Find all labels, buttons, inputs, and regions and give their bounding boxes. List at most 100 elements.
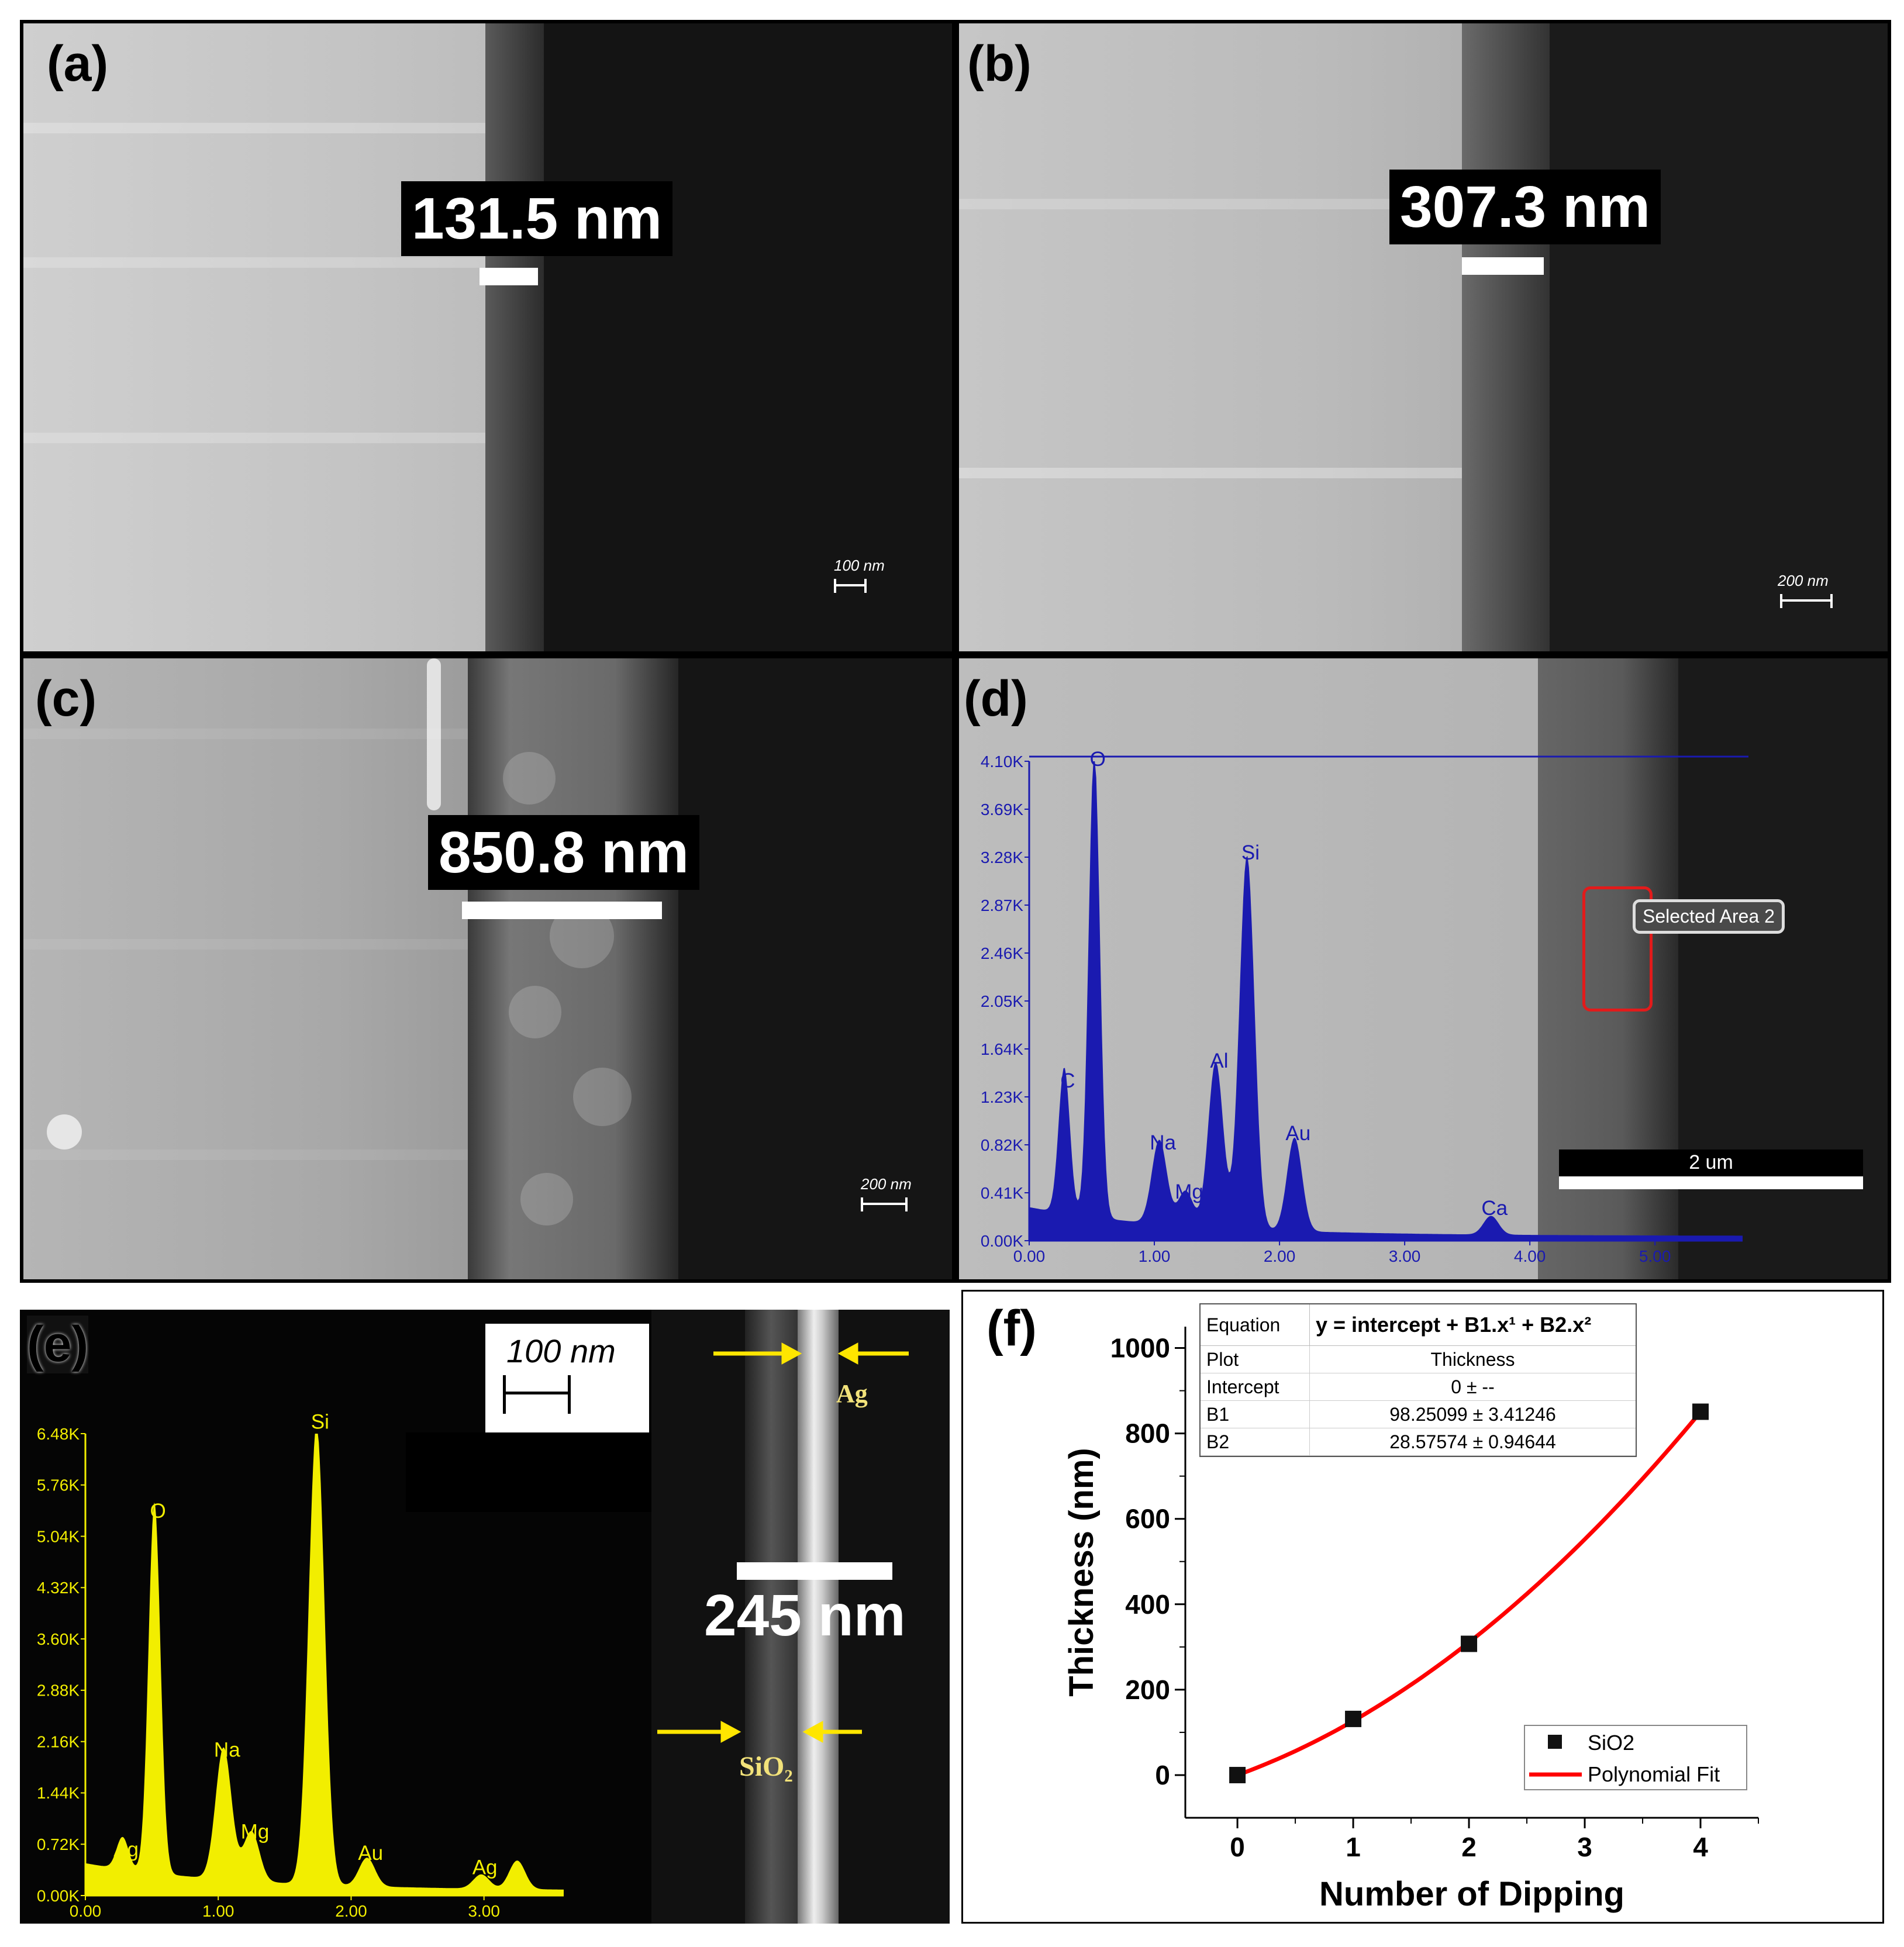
fit-line bbox=[1236, 1410, 1702, 1777]
scale-bar bbox=[834, 579, 867, 593]
eds-y-tick-label: 0.82K bbox=[981, 1136, 1023, 1154]
panel-d: 4.10K 3.69K 3.28K 2.87K 2.46K 2.05K 1.64K 1.23K… bbox=[956, 655, 1891, 1283]
eds-spectrum-area bbox=[85, 1434, 564, 1896]
eds-x-tick-label: 2.00 bbox=[1264, 1247, 1296, 1265]
eds-spectrum-area bbox=[1029, 761, 1743, 1241]
thickness-label: 245 nm bbox=[704, 1583, 906, 1648]
selected-area-label: Selected Area 2 bbox=[1633, 899, 1785, 934]
scale-label: 100 nm bbox=[506, 1332, 616, 1369]
fit-table-param: Intercept bbox=[1206, 1376, 1279, 1397]
thickness-label: 131.5 nm bbox=[401, 181, 673, 256]
coating-layer bbox=[1462, 23, 1550, 651]
eds-y-tick-label: 3.69K bbox=[981, 800, 1023, 819]
black-box bbox=[406, 1432, 651, 1512]
panel-f: 0 200 400 600 800 1000 0 1 2 3 4 Number of Dipping T… bbox=[961, 1290, 1884, 1924]
eds-y-tick-label: 1.64K bbox=[981, 1040, 1023, 1058]
x-tick-label: 0 bbox=[1230, 1832, 1245, 1862]
texture-stripe bbox=[23, 1149, 468, 1160]
fit-table-row: Plot Thickness bbox=[1201, 1346, 1636, 1373]
eds-peak-label: Na bbox=[214, 1738, 240, 1761]
panel-label: (b) bbox=[967, 36, 1032, 92]
panel-b: (b) 307.3 nm 200 nm bbox=[956, 20, 1891, 655]
eds-peak-label: Si bbox=[311, 1411, 329, 1434]
fit-table-param: B2 bbox=[1206, 1431, 1230, 1452]
x-tick-label: 3 bbox=[1577, 1832, 1592, 1862]
thickness-bar bbox=[480, 268, 538, 285]
particle bbox=[503, 752, 556, 805]
eds-y-tick-label: 5.76K bbox=[37, 1476, 80, 1494]
panel-a: (a) 131.5 nm 100 nm bbox=[20, 20, 956, 655]
eds-peak-label: Au bbox=[358, 1842, 383, 1865]
texture-stripe bbox=[23, 729, 468, 739]
thickness-bar bbox=[737, 1562, 892, 1580]
x-tick-label: 1 bbox=[1346, 1832, 1361, 1862]
fit-table-row: B2 28.57574 ± 0.94644 bbox=[1201, 1428, 1636, 1456]
substrate-region bbox=[23, 658, 468, 1279]
silica-layer bbox=[745, 1310, 798, 1924]
y-axis-label: Thickness (nm) bbox=[1063, 1448, 1101, 1696]
scale-label: 100 nm bbox=[834, 557, 885, 574]
silver-layer bbox=[798, 1310, 839, 1924]
bright-edge bbox=[427, 658, 441, 810]
panel-label: (a) bbox=[47, 36, 109, 92]
eds-spectrum-d: 4.10K 3.69K 3.28K 2.87K 2.46K 2.05K 1.64K 1.23K… bbox=[981, 748, 1748, 1265]
y-tick-label: 600 bbox=[1125, 1504, 1170, 1534]
eds-spectrum-e: 6.48K 5.76K 5.04K 4.32K 3.60K 2.88K 2.16K 1.44K… bbox=[37, 1411, 564, 1920]
fit-table-param: B1 bbox=[1206, 1403, 1230, 1425]
data-point bbox=[1345, 1710, 1362, 1727]
legend-marker-sio2 bbox=[1548, 1735, 1562, 1749]
substrate-region bbox=[959, 23, 1462, 651]
eds-y-tick-label: 0.00K bbox=[37, 1887, 80, 1905]
fit-table-value: 98.25099 ± 3.41246 bbox=[1309, 1401, 1636, 1428]
eds-peak-label: Ag bbox=[113, 1838, 139, 1861]
eds-x-tick-label: 0.00 bbox=[1013, 1247, 1046, 1265]
particle-bright bbox=[47, 1114, 82, 1149]
scale-bar bbox=[861, 1197, 908, 1211]
x-axis-label: Number of Dipping bbox=[1319, 1875, 1624, 1913]
sio2-layer-label: SiO₂ bbox=[739, 1751, 793, 1782]
particle bbox=[509, 986, 561, 1038]
scale-bar bbox=[1559, 1176, 1863, 1189]
fit-table-value: Thickness bbox=[1309, 1346, 1636, 1373]
y-tick-label: 0 bbox=[1155, 1760, 1170, 1790]
eds-x-tick-label: 4.00 bbox=[1514, 1247, 1546, 1265]
eds-peak-label: Ca bbox=[1481, 1197, 1508, 1220]
eds-y-tick-label: 2.46K bbox=[981, 944, 1023, 962]
eds-peak-label: O bbox=[1090, 748, 1106, 771]
selected-area-box bbox=[1582, 886, 1653, 1012]
texture-stripe bbox=[23, 433, 485, 443]
eds-x-tick-label: 1.00 bbox=[202, 1902, 234, 1920]
thickness-label: 850.8 nm bbox=[428, 815, 700, 890]
scale-box bbox=[485, 1324, 649, 1432]
eds-y-tick-label: 2.88K bbox=[37, 1682, 80, 1700]
panel-c: (c) 850.8 nm 200 nm bbox=[20, 655, 956, 1283]
thickness-bar bbox=[1462, 257, 1544, 275]
eds-y-tick-label: 4.32K bbox=[37, 1579, 80, 1597]
data-point bbox=[1229, 1766, 1246, 1783]
layer-arrows bbox=[657, 1342, 909, 1743]
fit-table-equation-label: Equation bbox=[1206, 1314, 1281, 1335]
coating-layer bbox=[468, 658, 678, 1279]
x-tick-label: 2 bbox=[1461, 1832, 1477, 1862]
x-tick-label: 4 bbox=[1693, 1832, 1708, 1862]
texture-stripe bbox=[23, 257, 485, 268]
fit-table-value: 28.57574 ± 0.94644 bbox=[1309, 1428, 1636, 1455]
eds-x-tick-label: 3.00 bbox=[468, 1902, 500, 1920]
particle bbox=[520, 1173, 573, 1225]
eds-y-tick-label: 4.10K bbox=[981, 752, 1023, 771]
panel-label: (e) bbox=[27, 1316, 89, 1373]
eds-y-tick-label: 5.04K bbox=[37, 1527, 80, 1545]
thickness-bar bbox=[462, 902, 662, 919]
eds-y-tick-label: 2.87K bbox=[981, 896, 1023, 914]
eds-y-tick-label: 2.05K bbox=[981, 992, 1023, 1010]
fit-table-row: B1 98.25099 ± 3.41246 bbox=[1201, 1401, 1636, 1428]
eds-peak-label: Mg bbox=[241, 1821, 270, 1844]
scale-bar bbox=[503, 1375, 571, 1414]
legend-label-sio2: SiO2 bbox=[1588, 1731, 1634, 1755]
coating-layer bbox=[485, 23, 544, 651]
thickness-chart: 0 200 400 600 800 1000 0 1 2 3 4 Number of Dipping T… bbox=[1063, 1327, 1759, 1913]
fit-table-param: Plot bbox=[1206, 1348, 1239, 1370]
eds-peak-label: Al bbox=[1210, 1050, 1228, 1072]
eds-peak-label: Mg bbox=[1175, 1180, 1203, 1203]
scale-label: 200 nm bbox=[861, 1175, 912, 1193]
